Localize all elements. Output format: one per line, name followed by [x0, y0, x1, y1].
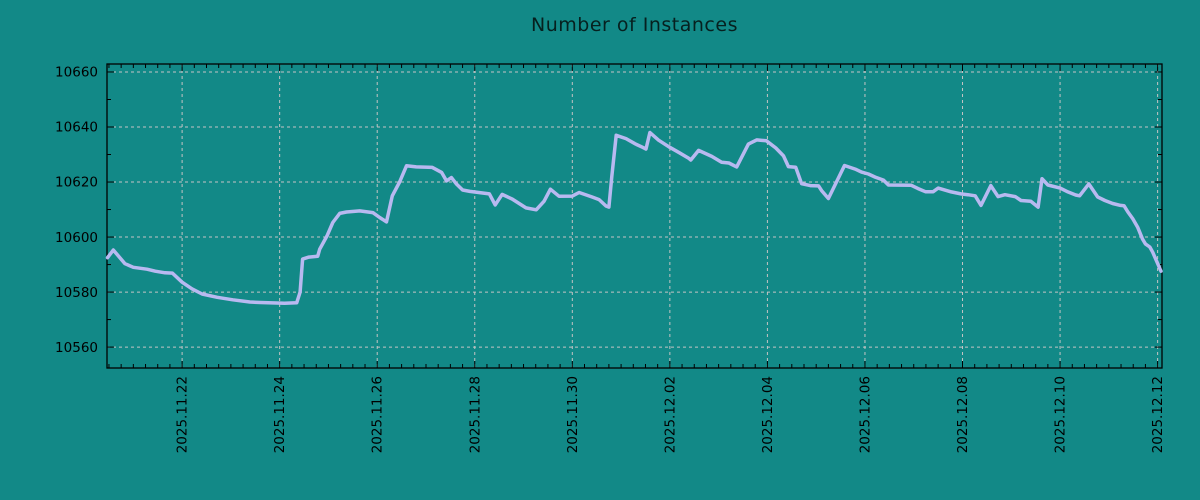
series-line-instances	[105, 130, 1163, 306]
x-axis-tick-label: 2025.11.26	[370, 376, 386, 453]
plot-border	[106, 63, 1163, 369]
y-axis-tick-label: 10660	[55, 65, 98, 81]
x-axis-tick-label: 2025.11.22	[175, 376, 191, 453]
y-axis-tick-label: 10580	[55, 285, 98, 301]
x-axis-tick-label: 2025.12.12	[1150, 376, 1166, 453]
x-axis-tick-label: 2025.11.28	[467, 376, 483, 453]
y-axis-tick-label: 10620	[55, 175, 98, 191]
y-axis-tick-label: 10560	[55, 340, 98, 356]
x-axis-tick-label: 2025.12.10	[1053, 376, 1069, 453]
x-axis-tick-label: 2025.11.24	[272, 376, 288, 453]
y-axis-tick-label: 10600	[55, 230, 98, 246]
y-axis-tick-label: 10640	[55, 120, 98, 136]
x-axis-tick-label: 2025.12.06	[857, 376, 873, 453]
x-axis-tick-label: 2025.12.08	[955, 376, 971, 453]
chart-title: Number of Instances	[531, 14, 738, 36]
x-axis-tick-label: 2025.11.30	[565, 376, 581, 453]
x-axis-tick-label: 2025.12.02	[662, 376, 678, 453]
x-axis-tick-label: 2025.12.04	[760, 376, 776, 453]
